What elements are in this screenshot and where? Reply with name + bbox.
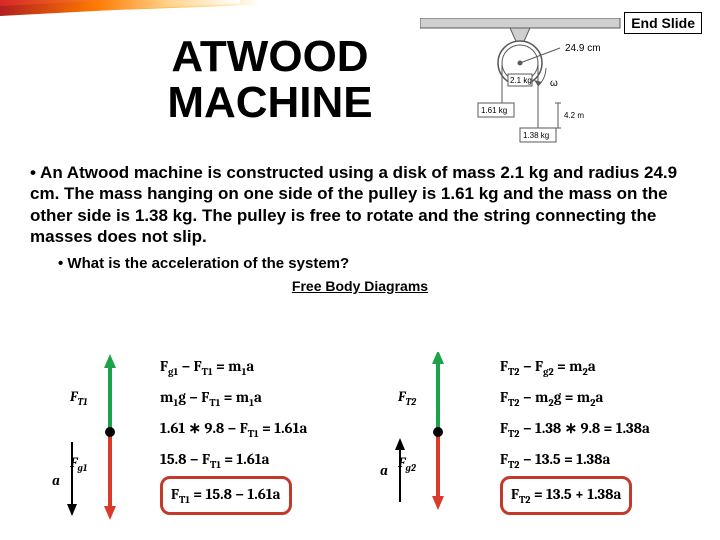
- omega-label: ω: [550, 78, 558, 89]
- eq-r-1: FT2 − Fg2 = m2a: [500, 352, 690, 383]
- atwood-diagram: 24.9 cm ω 2.1 kg 1.61 kg 1.38 kg 4.2 m: [420, 18, 650, 153]
- mass-left-label: 1.61 kg: [481, 106, 507, 115]
- eq-l-3: 1.61 ∗ 9.8 − FT1 = 1.61a: [160, 414, 350, 445]
- eq-r-2: FT2 − m2g = m2a: [500, 383, 690, 414]
- pulley-mass-label: 2.1 kg: [510, 76, 532, 85]
- eq-l-1: Fg1 − FT1 = m1a: [160, 352, 350, 383]
- eq-l-2: m1g − FT1 = m1a: [160, 383, 350, 414]
- mass-right-label: 1.38 kg: [523, 131, 549, 140]
- equations-right: FT2 − Fg2 = m2a FT2 − m2g = m2a FT2 − 1.…: [500, 352, 690, 515]
- a1-label: a: [52, 472, 60, 489]
- eq-r-5: FT2 = 13.5 + 1.38a: [500, 476, 632, 515]
- fbd-heading: Free Body Diagrams: [30, 278, 690, 296]
- problem-text: An Atwood machine is constructed using a…: [30, 162, 690, 247]
- work-area: FT1 Fg1 a Fg1 − FT1 = m1a m1g − FT1 = m1…: [0, 352, 720, 532]
- eq-l-5: FT1 = 15.8 − 1.61a: [160, 476, 292, 515]
- problem-question: What is the acceleration of the system?: [58, 255, 690, 274]
- radius-label: 24.9 cm: [565, 43, 601, 54]
- fg2-label: Fg2: [398, 454, 416, 474]
- fbd-left: FT1 Fg1 a: [60, 352, 140, 522]
- eq-l-4: 15.8 − FT1 = 1.61a: [160, 445, 350, 476]
- drop-label: 4.2 m: [564, 111, 584, 120]
- eq-r-3: FT2 − 1.38 ∗ 9.8 = 1.38a: [500, 414, 690, 445]
- problem-block: An Atwood machine is constructed using a…: [30, 162, 690, 295]
- fbd-right: FT2 Fg2 a: [388, 352, 468, 522]
- ft1-label: FT1: [70, 388, 87, 408]
- equations-left: Fg1 − FT1 = m1a m1g − FT1 = m1a 1.61 ∗ 9…: [160, 352, 350, 515]
- title-line-1: ATWOOD: [171, 32, 368, 81]
- a2-label: a: [380, 462, 388, 479]
- eq-r-4: FT2 − 13.5 = 1.38a: [500, 445, 690, 476]
- page-title: ATWOOD MACHINE: [130, 34, 410, 126]
- ft2-label: FT2: [398, 388, 416, 408]
- title-line-2: MACHINE: [167, 78, 372, 127]
- fg1-label: Fg1: [70, 454, 87, 474]
